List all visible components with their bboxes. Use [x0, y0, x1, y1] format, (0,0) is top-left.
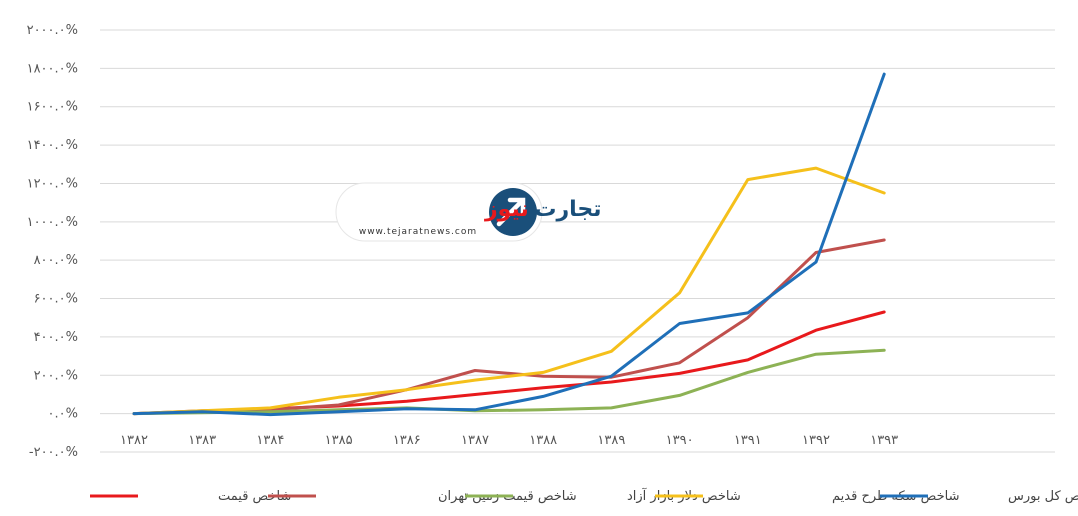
x-tick-label: ۱۳۸۶ [393, 433, 421, 448]
logo-name-b: نیوز [484, 197, 529, 222]
legend-label: شاخص قیمت [218, 489, 291, 504]
series-line-2 [132, 348, 886, 416]
logo-name-a: تجارت [534, 197, 601, 222]
series-line-4 [132, 72, 886, 417]
series-line-3 [132, 166, 886, 416]
x-tick-label: ۱۳۸۹ [597, 433, 625, 448]
x-tick-label: ۱۳۸۷ [461, 433, 489, 448]
x-tick-label: ۱۳۸۳ [188, 433, 216, 448]
series-lines [132, 72, 886, 417]
x-axis-tick-labels: ۱۳۸۲ ۱۳۸۳ ۱۳۸۴ ۱۳۸۵ ۱۳۸۶ ۱۳۸۷ ۱۳۸۸ ۱۳۸۹ ۱۳۹۰ ۱۳۹۱… [120, 433, 898, 448]
tejaratnews-logo: تجارت نیوز www.tejaratnews.com [335, 182, 602, 242]
y-tick-label: ۱۶۰۰.۰% [27, 100, 78, 115]
x-tick-label: ۱۳۸۲ [120, 433, 148, 448]
x-tick-label: ۱۳۹۲ [802, 433, 830, 448]
logo-wordmark: تجارت نیوز [484, 197, 602, 222]
y-axis-tick-labels: -۲۰۰.۰% ۰.۰% ۲۰۰.۰% ۴۰۰.۰% ۶۰۰.۰% ۸۰۰.۰% ۱۰۰۰.… [27, 23, 78, 460]
y-tick-label: ۱۰۰۰.۰% [27, 215, 78, 230]
logo-background [335, 182, 543, 242]
y-tick-label: ۰.۰% [48, 407, 78, 422]
y-tick-label: ۲۰۰.۰% [34, 368, 78, 383]
y-tick-label: ۱۲۰۰.۰% [27, 176, 78, 191]
y-tick-label: ۸۰۰.۰% [34, 253, 78, 268]
y-tick-label: ۱۴۰۰.۰% [27, 138, 78, 153]
logo-arrow-icon [496, 197, 526, 227]
x-tick-label: ۱۳۸۸ [529, 433, 557, 448]
series-line-1 [132, 238, 886, 416]
legend-label: شاخص کل بورس [1008, 489, 1078, 504]
y-tick-label: -۲۰۰.۰% [29, 445, 78, 460]
y-tick-label: ۴۰۰.۰% [34, 330, 78, 345]
gridlines [100, 29, 1055, 453]
x-tick-label: ۱۳۹۳ [870, 433, 898, 448]
y-tick-label: ۲۰۰۰.۰% [27, 23, 78, 38]
y-tick-label: ۶۰۰.۰% [34, 292, 78, 307]
x-tick-label: ۱۳۹۱ [734, 433, 762, 448]
x-tick-label: ۱۳۹۰ [666, 433, 694, 448]
y-tick-label: ۱۸۰۰.۰% [27, 61, 78, 76]
series-line-0 [132, 310, 886, 416]
logo-url: www.tejaratnews.com [359, 227, 477, 237]
x-tick-label: ۱۳۸۵ [325, 433, 353, 448]
x-tick-label: ۱۳۸۴ [256, 433, 284, 448]
